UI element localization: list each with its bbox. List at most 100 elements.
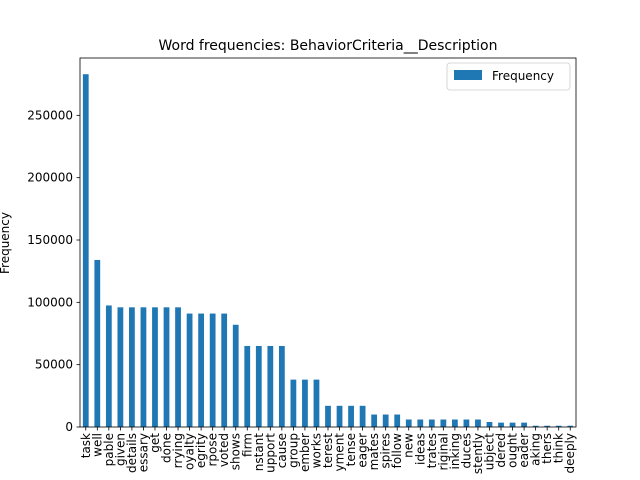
bar-ideas <box>417 419 424 427</box>
bar-produces <box>463 419 470 427</box>
bar-get <box>152 307 158 427</box>
axes-border <box>79 57 577 428</box>
bar-carrying <box>175 307 181 427</box>
bar-support <box>267 345 274 427</box>
x-tick-label: riginal <box>436 433 450 471</box>
x-tick-label: ubject <box>482 433 496 471</box>
legend-box <box>446 62 571 91</box>
bar-illustrates <box>428 419 435 427</box>
y-tick-label: 200000 <box>27 171 73 185</box>
x-tick-label: done <box>160 433 174 463</box>
bars-group <box>82 74 574 428</box>
bar-given <box>117 307 124 427</box>
bar-well <box>94 259 101 427</box>
bar-eager <box>359 405 366 427</box>
y-tick-label: 150000 <box>27 233 73 247</box>
bar-necessary <box>140 307 147 427</box>
x-axis-ticks: taskwellpablegivendetailsessarygetdonerr… <box>79 427 577 474</box>
x-tick-label: trates <box>425 433 439 468</box>
x-tick-label: duces <box>459 433 473 468</box>
bar-task <box>82 74 89 428</box>
bar-thought <box>509 422 516 427</box>
bar-shows <box>232 324 239 427</box>
x-tick-label: stently <box>471 433 485 474</box>
bar-integrity <box>198 313 204 427</box>
x-tick-label: cause <box>275 433 289 468</box>
x-tick-label: new <box>402 433 416 458</box>
chart-title: Word frequencies: BehaviorCriteria__Desc… <box>159 38 498 54</box>
x-tick-label: egrity <box>194 433 208 468</box>
bar-payment <box>336 405 343 427</box>
y-axis-ticks: 0 50000 100000 150000 200000 250000 <box>27 108 80 434</box>
bar-thinking <box>452 419 458 427</box>
x-tick-label: spires <box>379 433 393 469</box>
x-tick-label: group <box>286 433 300 468</box>
x-tick-label: yment <box>333 433 347 472</box>
x-tick-label: thers <box>540 433 554 464</box>
x-tick-label: oyalty <box>183 433 197 470</box>
legend-swatch <box>454 70 482 80</box>
bar-done <box>163 307 170 427</box>
bar-deeply <box>567 425 574 427</box>
bar-consistently <box>475 419 481 427</box>
bar-new <box>405 419 412 427</box>
x-tick-label: tense <box>344 433 358 466</box>
bar-making <box>532 425 539 427</box>
x-tick-label: ought <box>506 433 520 468</box>
bar-mates <box>371 414 378 427</box>
x-tick-label: ideas <box>413 433 427 465</box>
x-tick-label: task <box>79 433 93 458</box>
x-tick-label: essary <box>136 433 150 472</box>
x-tick-label: dered <box>494 433 508 468</box>
x-tick-label: nstant <box>252 433 266 472</box>
bar-think <box>555 425 562 427</box>
x-tick-label: rpose <box>206 433 220 467</box>
bar-works <box>313 379 320 427</box>
x-tick-label: eager <box>356 433 370 468</box>
x-tick-label: works <box>309 433 323 468</box>
x-tick-label: think <box>552 433 566 463</box>
x-tick-label: deeply <box>563 433 577 473</box>
x-tick-label: given <box>113 433 127 466</box>
bar-constant <box>255 345 262 427</box>
bar-purpose <box>209 313 216 427</box>
axes-frame <box>79 57 577 428</box>
legend: Frequency <box>446 62 571 91</box>
bar-intense <box>348 405 354 427</box>
y-axis-label: Frequency <box>0 212 12 274</box>
bar-firm <box>244 345 251 427</box>
x-tick-label: rrying <box>171 433 185 468</box>
bar-original <box>440 419 447 427</box>
bar-follow <box>394 414 401 427</box>
bar-considered <box>498 422 504 427</box>
x-tick-label: voted <box>217 433 231 467</box>
x-tick-label: follow <box>390 433 404 469</box>
x-tick-label: ember <box>298 433 312 472</box>
bar-inspires <box>382 414 389 427</box>
bar-subject <box>486 422 493 427</box>
bar-interest <box>325 405 331 427</box>
x-tick-label: eader <box>517 433 531 468</box>
x-tick-label: mates <box>367 433 381 470</box>
bar-group <box>290 379 297 427</box>
x-tick-label: firm <box>240 433 254 457</box>
y-tick-label: 100000 <box>27 295 73 309</box>
y-tick-label: 0 <box>65 420 73 434</box>
x-tick-label: get <box>148 433 162 453</box>
bar-loyalty <box>186 313 193 427</box>
y-tick-label: 50000 <box>35 358 73 372</box>
bar-others <box>544 425 551 427</box>
bar-capable <box>105 305 112 427</box>
x-tick-label: terest <box>321 433 335 468</box>
x-tick-label: inking <box>448 433 462 469</box>
x-tick-label: well <box>90 433 104 457</box>
bar-leader <box>521 422 527 427</box>
x-tick-label: details <box>125 433 139 473</box>
bar-cause <box>278 345 285 427</box>
bar-devoted <box>221 313 228 427</box>
x-tick-label: shows <box>229 433 243 470</box>
bar-details <box>129 307 135 427</box>
legend-label: Frequency <box>492 69 554 83</box>
x-tick-label: upport <box>263 433 277 473</box>
